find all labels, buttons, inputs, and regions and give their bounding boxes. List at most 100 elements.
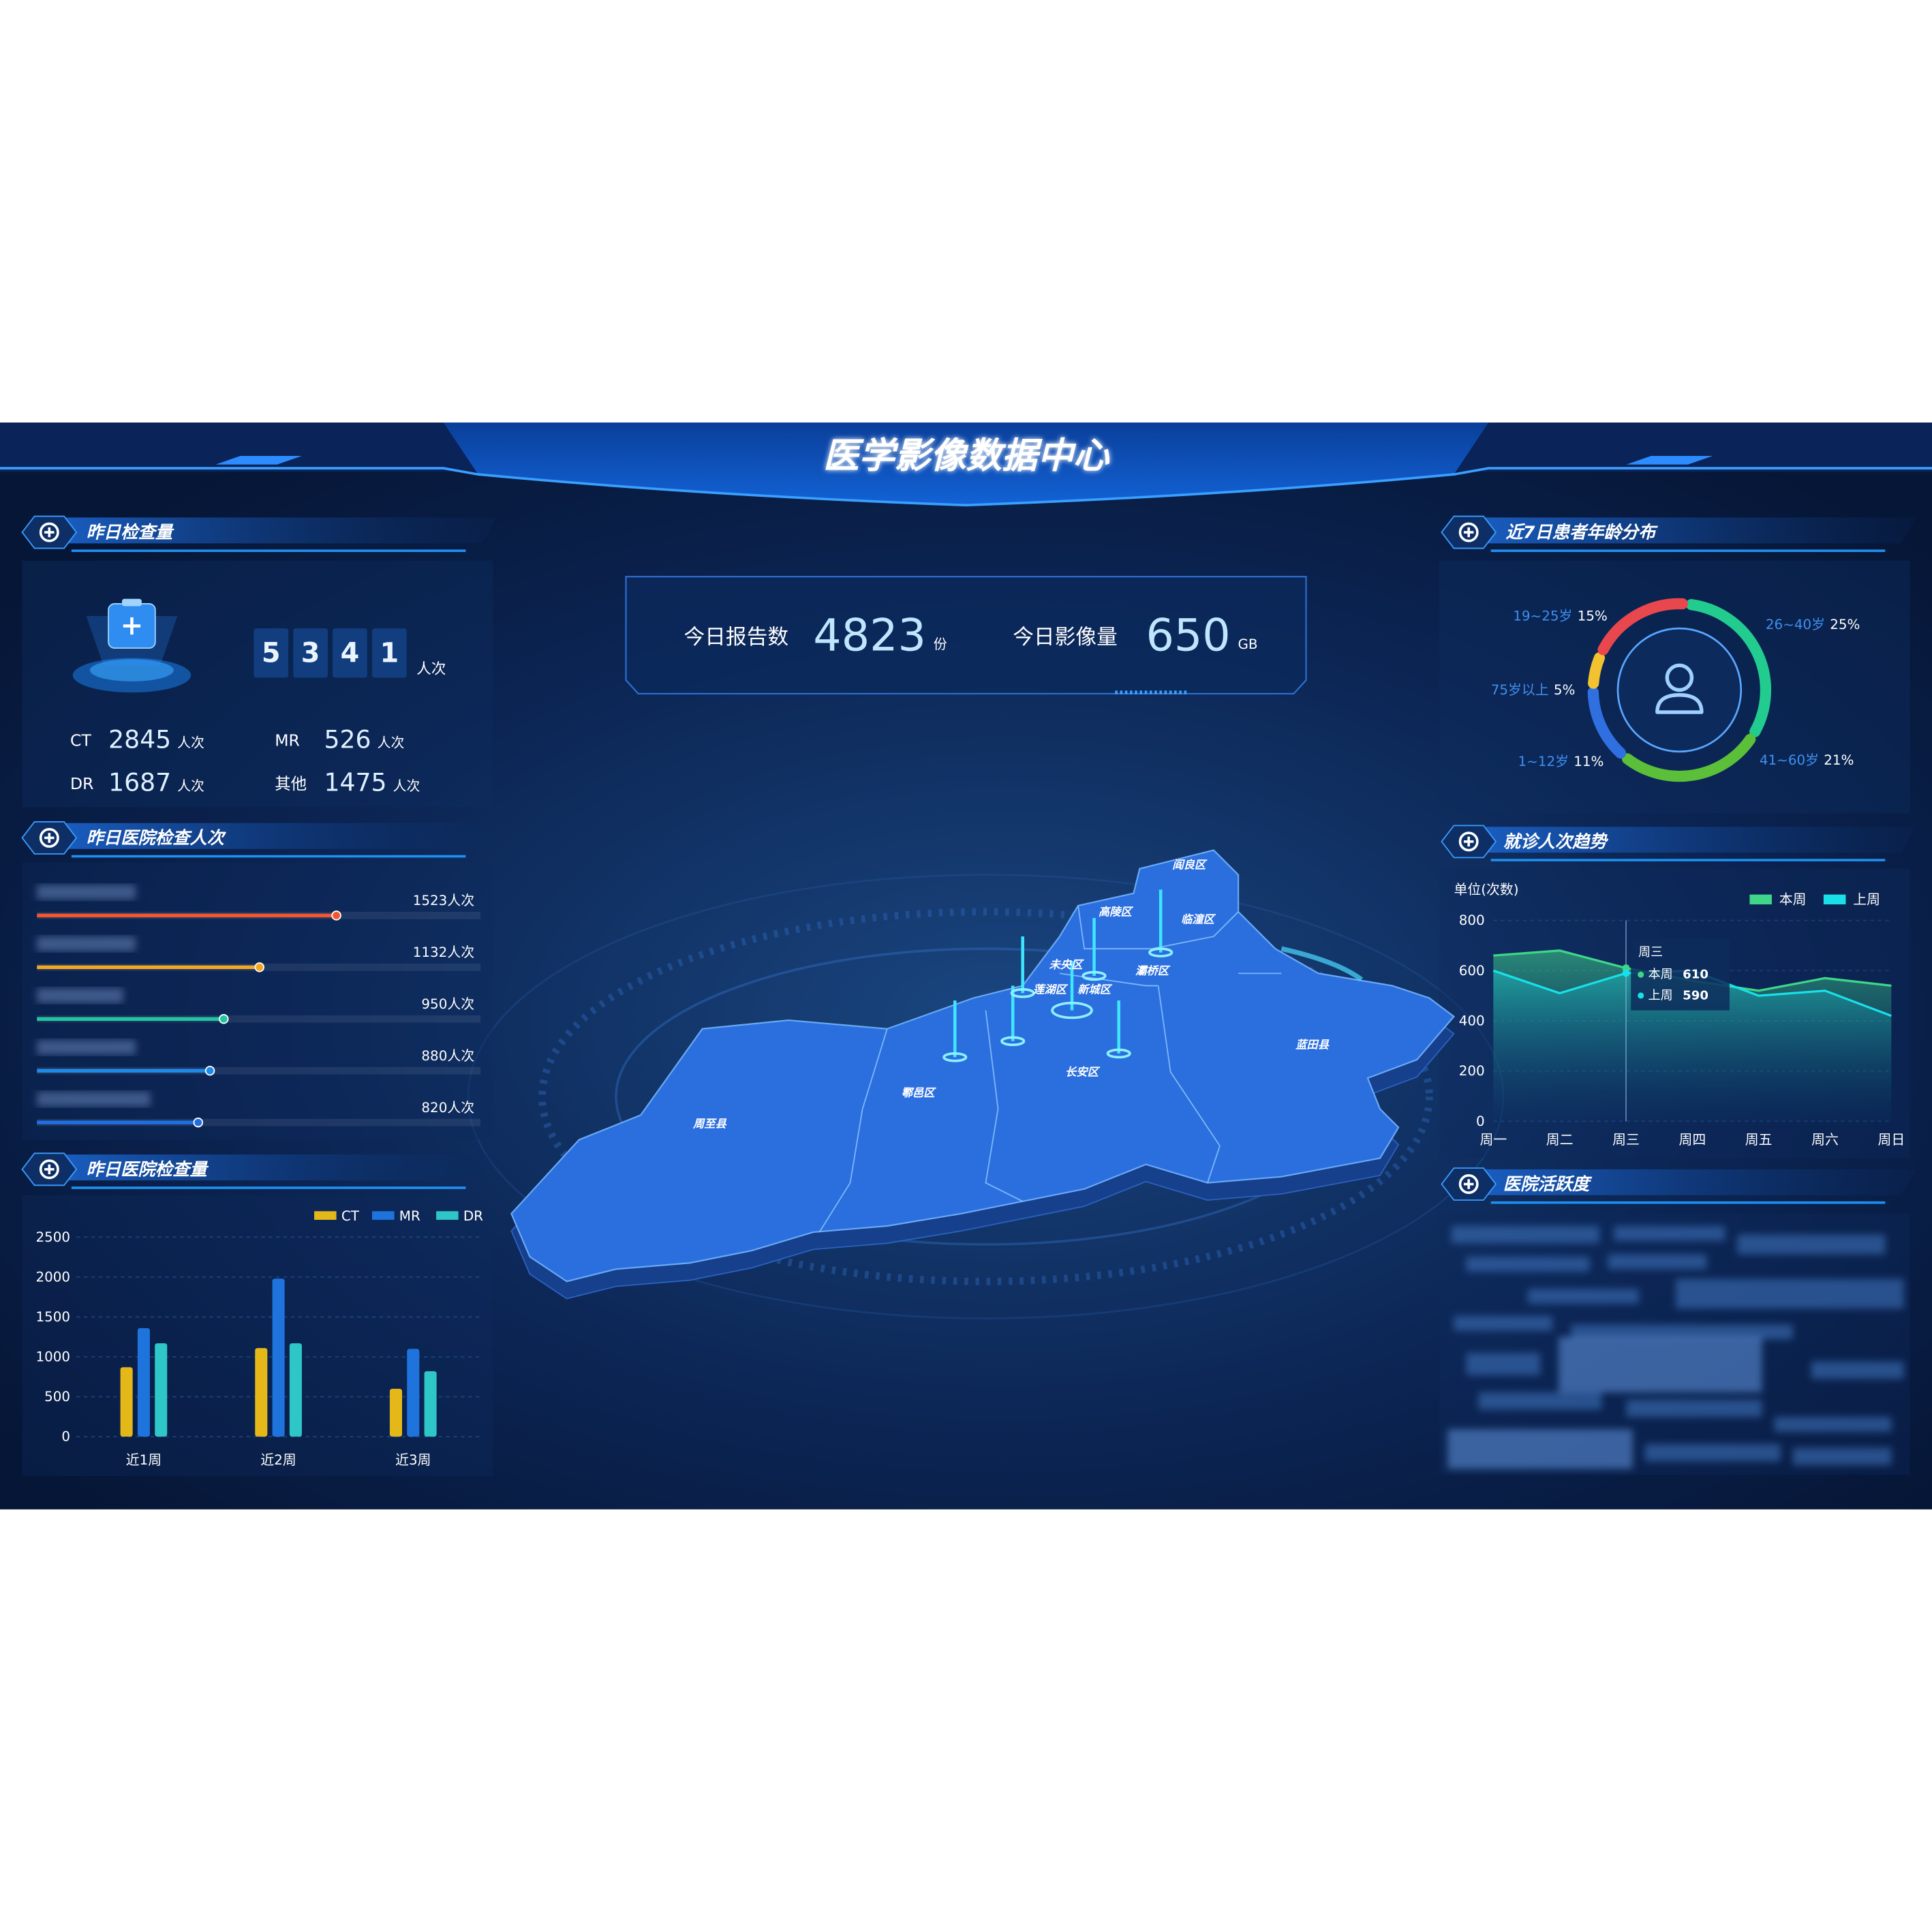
title-icon <box>1458 831 1479 852</box>
summary-value: 4823 <box>813 610 926 661</box>
y-tick-label: 600 <box>1459 963 1485 979</box>
panel-title: 就诊人次趋势 <box>1503 831 1608 851</box>
pie-value: 25% <box>1830 617 1860 632</box>
legend-label: CT <box>341 1208 360 1224</box>
dashboard: 医学影像数据中心 昨日检查量 昨日医院检查人次 昨日医院检查量 近7日患者年龄分… <box>0 423 1932 1509</box>
y-tick-label: 200 <box>1459 1063 1485 1079</box>
bar <box>155 1343 168 1437</box>
x-tick-label: 周三 <box>1612 1132 1640 1148</box>
exam-item-label: CT <box>70 731 91 750</box>
region-label: 长安区 <box>1065 1065 1101 1078</box>
panel-title: 昨日医院检查人次 <box>87 828 227 848</box>
x-tick-label: 周一 <box>1479 1132 1507 1148</box>
title-bar <box>1441 515 1916 552</box>
pie-label: 26~40岁 <box>1766 617 1825 632</box>
pie-label: 41~60岁 <box>1760 752 1819 768</box>
bar <box>424 1371 437 1437</box>
legend-swatch <box>314 1211 337 1220</box>
exam-item-unit: 人次 <box>177 735 204 751</box>
region-label: 高陵区 <box>1099 905 1134 918</box>
tooltip-value: 610 <box>1683 968 1708 982</box>
exam-item-value: 2845 <box>108 724 171 754</box>
tooltip-value: 590 <box>1683 988 1708 1002</box>
blurred-name <box>37 1091 151 1107</box>
bar-end <box>193 1117 204 1128</box>
legend-label: 本周 <box>1779 891 1807 907</box>
region-label: 未央区 <box>1049 958 1085 971</box>
digit-box <box>254 628 289 678</box>
value-label: 1132人次 <box>413 945 474 960</box>
exam-total-unit: 人次 <box>416 660 446 677</box>
x-tick-label: 近2周 <box>260 1452 296 1468</box>
title-icon-plus <box>1463 836 1474 847</box>
exam-icon <box>72 598 191 693</box>
y-tick-label: 400 <box>1459 1013 1485 1028</box>
legend-label: 上周 <box>1853 891 1880 907</box>
region-label: 新城区 <box>1077 983 1113 996</box>
y-tick-label: 800 <box>1459 913 1485 928</box>
region-label: 阎良区 <box>1172 859 1208 872</box>
x-tick-label: 周四 <box>1678 1132 1706 1148</box>
panel-title: 昨日医院检查量 <box>87 1159 209 1179</box>
pie-segment <box>1587 686 1627 759</box>
pie-segment <box>1621 733 1756 782</box>
bar <box>255 1348 268 1437</box>
x-tick-label: 周二 <box>1546 1132 1574 1148</box>
pie-value: 15% <box>1578 609 1608 624</box>
title-bar <box>1441 1167 1916 1204</box>
x-tick-label: 周日 <box>1877 1132 1905 1148</box>
region-label: 周至县 <box>692 1117 727 1130</box>
point <box>1622 969 1630 977</box>
title-bar <box>21 821 497 858</box>
title-icon-plus <box>44 833 55 843</box>
pie-value: 5% <box>1554 682 1576 698</box>
page-title: 医学影像数据中心 <box>823 435 1110 476</box>
title-icon-plus <box>44 527 55 538</box>
bar-end <box>254 962 265 972</box>
value-label: 950人次 <box>421 996 474 1012</box>
legend-swatch <box>1749 894 1772 905</box>
bar <box>272 1278 285 1437</box>
title-icon-plus <box>44 1164 55 1175</box>
tooltip <box>1631 938 1730 1011</box>
x-tick-label: 近1周 <box>126 1452 162 1468</box>
legend-swatch <box>1823 894 1846 905</box>
pie-label: 1~12岁 <box>1518 754 1569 769</box>
summary-label: 今日影像量 <box>1013 625 1118 649</box>
pie-segment <box>1685 599 1772 737</box>
legend-label: DR <box>463 1208 483 1224</box>
area <box>1493 970 1892 1122</box>
person-head <box>1665 663 1694 692</box>
title-band <box>54 1154 497 1181</box>
summary-unit: GB <box>1238 637 1258 652</box>
legend-label: MR <box>399 1208 420 1224</box>
panel-title: 近7日患者年龄分布 <box>1505 523 1658 542</box>
bar <box>407 1349 420 1437</box>
x-tick-label: 周六 <box>1811 1132 1839 1148</box>
title-bar <box>21 515 497 552</box>
bar-end <box>204 1065 215 1076</box>
blurred-name <box>37 885 136 900</box>
region-label: 莲湖区 <box>1033 983 1069 996</box>
y-tick-label: 0 <box>61 1429 70 1445</box>
exam-item-unit: 人次 <box>177 778 204 794</box>
region-label: 鄠邑区 <box>902 1086 937 1099</box>
bar <box>389 1388 403 1437</box>
panel-title: 医院活跃度 <box>1503 1174 1593 1194</box>
exam-item-value: 1475 <box>324 768 387 797</box>
x-tick-label: 近3周 <box>395 1452 431 1468</box>
title-bar <box>1441 825 1916 861</box>
region-label: 灞桥区 <box>1135 964 1171 977</box>
value-label: 880人次 <box>421 1048 474 1064</box>
title-band <box>1473 1169 1916 1195</box>
digit-box <box>333 628 367 678</box>
summary-value: 650 <box>1146 610 1230 661</box>
tooltip-dot <box>1638 992 1644 999</box>
tooltip-title: 周三 <box>1638 945 1663 960</box>
title-icon <box>39 1159 59 1180</box>
y-tick-label: 0 <box>1476 1114 1485 1129</box>
exam-item-unit: 人次 <box>393 778 420 794</box>
title-bar <box>21 1152 497 1189</box>
panel-title: 昨日检查量 <box>87 523 174 542</box>
exam-item-label: DR <box>70 774 93 793</box>
